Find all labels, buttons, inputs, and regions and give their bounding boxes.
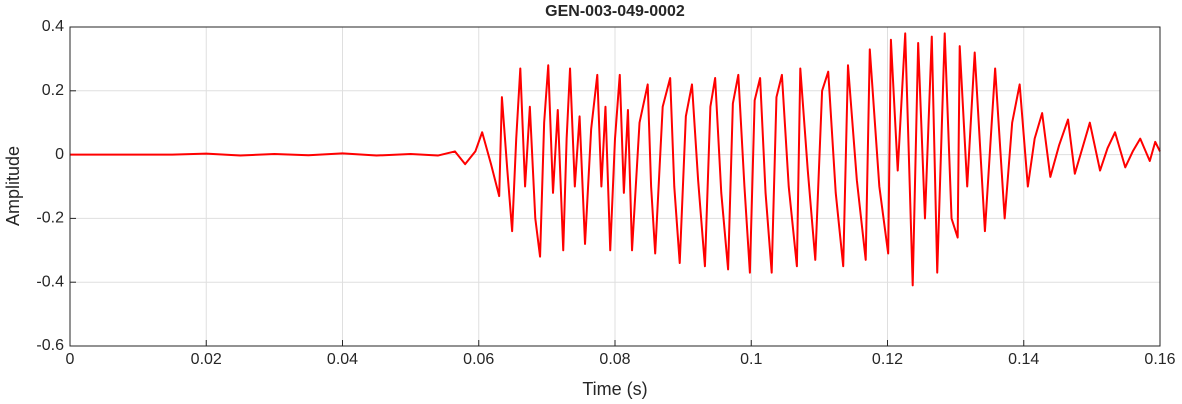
x-tick-label: 0.12 [872, 351, 903, 368]
chart-title: GEN-003-049-0002 [545, 3, 685, 20]
y-tick-label: 0.4 [42, 18, 64, 35]
x-tick-label: 0.04 [327, 351, 358, 368]
x-axis-label: Time (s) [582, 379, 647, 399]
y-tick-label: -0.6 [36, 337, 64, 354]
x-tick-label: 0 [66, 351, 75, 368]
x-tick-label: 0.02 [191, 351, 222, 368]
x-tick-label: 0.08 [599, 351, 630, 368]
x-tick-label: 0.06 [463, 351, 494, 368]
x-tick-label: 0.1 [740, 351, 762, 368]
y-axis-label: Amplitude [3, 146, 23, 226]
waveform-line [70, 32, 1161, 287]
x-tick-label: 0.16 [1144, 351, 1175, 368]
x-tick-label: 0.14 [1008, 351, 1039, 368]
y-tick-label: 0 [55, 146, 64, 163]
plot-frame [69, 26, 1161, 347]
y-tick-label: 0.2 [42, 82, 64, 99]
y-tick-label: -0.2 [36, 210, 64, 227]
y-tick-label: -0.4 [36, 273, 64, 290]
